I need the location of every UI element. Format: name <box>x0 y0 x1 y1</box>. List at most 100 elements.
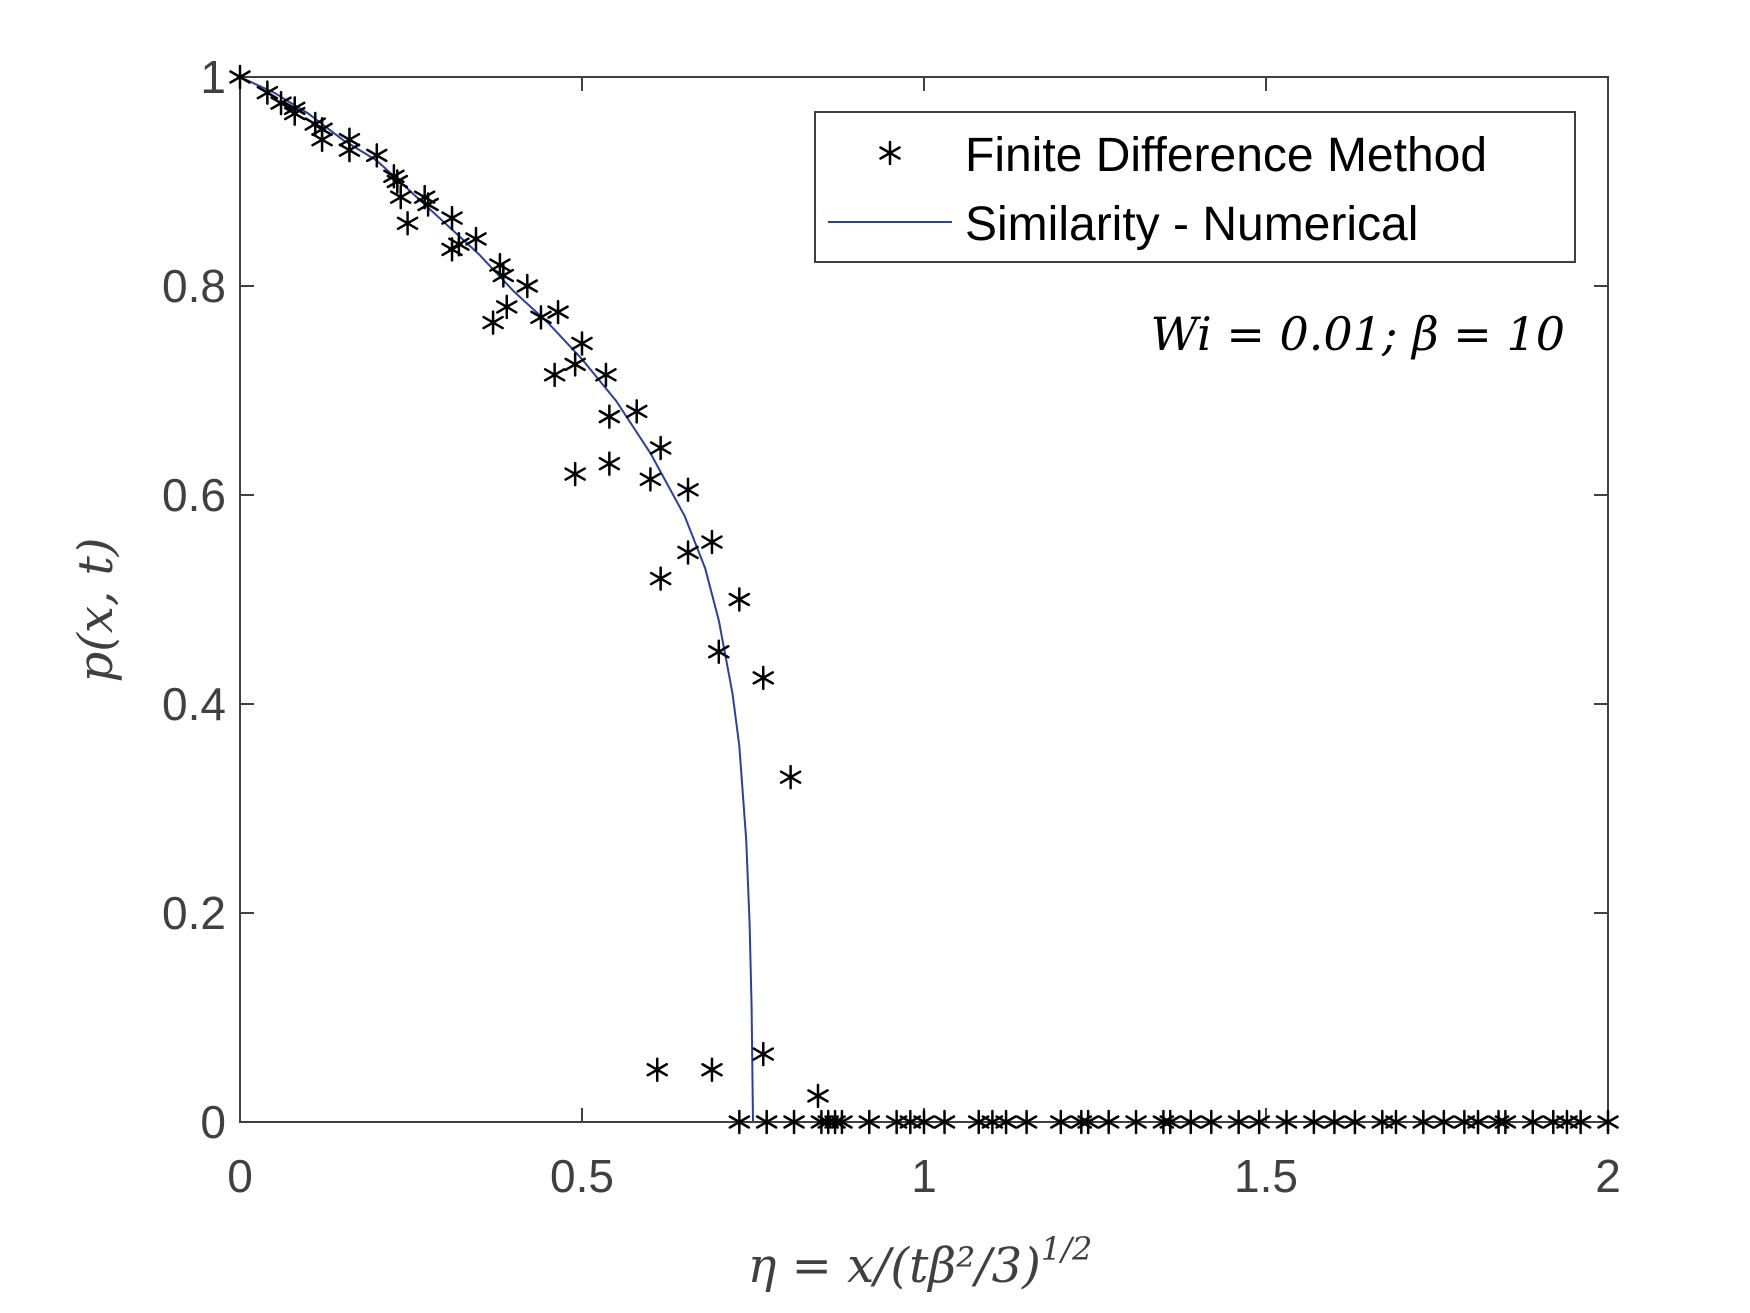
fdm-data-point <box>1569 1109 1592 1135</box>
asterisk-stroke <box>879 146 901 160</box>
fdm-data-point <box>465 226 487 252</box>
asterisk-stroke <box>1125 1115 1147 1129</box>
fdm-data-point <box>256 80 279 105</box>
series <box>229 64 1619 1135</box>
fdm-data-point <box>413 184 436 210</box>
asterisk-stroke <box>386 174 409 189</box>
fdm-data-point <box>1494 1109 1517 1135</box>
x-axis-label-main: η = x/(tβ²/3) <box>748 1238 1041 1294</box>
asterisk-stroke <box>383 169 405 184</box>
asterisk-stroke <box>677 483 699 497</box>
asterisk-stroke <box>564 467 586 481</box>
fdm-data-point <box>646 1057 669 1082</box>
asterisk-stroke <box>448 237 470 251</box>
fdm-data-point <box>386 169 409 194</box>
asterisk-stroke <box>492 268 515 283</box>
asterisk-stroke <box>1179 1115 1202 1129</box>
asterisk-stroke <box>311 132 333 147</box>
asterisk-stroke <box>625 404 648 419</box>
fdm-data-point <box>492 263 515 288</box>
fdm-data-point <box>564 352 586 377</box>
fdm-data-point <box>571 331 593 356</box>
legend-asterisk-marker <box>879 140 901 166</box>
fdm-data-point <box>389 184 412 210</box>
asterisk-stroke <box>516 279 539 293</box>
asterisk-stroke <box>933 1115 956 1129</box>
asterisk-stroke <box>1077 1115 1099 1129</box>
fdm-data-point <box>995 1109 1017 1135</box>
asterisk-stroke <box>1227 1115 1250 1129</box>
asterisk-stroke <box>1200 1115 1223 1129</box>
fdm-data-point <box>1248 1109 1270 1135</box>
asterisk-stroke <box>465 232 487 246</box>
x-tick-label: 0 <box>227 1150 253 1202</box>
fdm-data-point <box>1015 1109 1038 1135</box>
asterisk-stroke <box>564 357 586 372</box>
legend-label-similarity: Similarity - Numerical <box>965 198 1418 251</box>
fdm-data-point <box>728 587 751 612</box>
legend-box <box>814 111 1576 263</box>
fdm-data-point <box>1433 1109 1455 1135</box>
asterisk-stroke <box>256 85 279 100</box>
x-tick-label: 2 <box>1595 1150 1621 1202</box>
asterisk-stroke <box>752 671 775 685</box>
asterisk-stroke <box>1303 1115 1325 1129</box>
fdm-data-point <box>1125 1109 1147 1135</box>
fdm-data-point <box>701 529 723 555</box>
y-tick-label: 0.6 <box>162 469 226 521</box>
fdm-data-point <box>1275 1109 1298 1135</box>
fdm-data-point <box>564 461 586 487</box>
asterisk-stroke <box>366 148 388 163</box>
asterisk-stroke <box>1344 1115 1366 1129</box>
similarity-numerical-line <box>239 76 754 1123</box>
ticks: 0 0.5 1 1.5 2 0 0.2 0.4 0.6 0.8 1 <box>162 51 1621 1202</box>
asterisk-stroke <box>1097 1115 1120 1129</box>
parameter-annotation: Wi = 0.01; β = 10 <box>1151 307 1565 361</box>
fdm-data-point <box>755 1109 778 1135</box>
y-tick-label: 1 <box>200 51 226 103</box>
asterisk-stroke <box>547 305 569 319</box>
x-tick-label: 1 <box>911 1150 937 1202</box>
fdm-data-point <box>1521 1109 1544 1135</box>
fdm-data-point <box>1097 1109 1120 1135</box>
fdm-data-point <box>530 305 552 330</box>
fdm-data-point <box>547 299 569 325</box>
y-tick-label: 0.2 <box>162 887 226 939</box>
asterisk-stroke <box>646 1063 669 1077</box>
asterisk-stroke <box>728 592 751 607</box>
asterisk-stroke <box>338 143 361 157</box>
fdm-data-point <box>752 1041 775 1067</box>
fdm-data-point <box>1179 1109 1202 1135</box>
fdm-data-point <box>677 540 699 565</box>
asterisk-stroke <box>1275 1115 1298 1129</box>
fdm-data-point <box>807 1083 829 1109</box>
fdm-data-point <box>516 273 539 299</box>
asterisk-stroke <box>639 472 662 487</box>
legend: Finite Difference Method Similarity - Nu… <box>814 111 1576 263</box>
asterisk-stroke <box>283 101 306 116</box>
fdm-data-point <box>728 1109 751 1135</box>
fdm-data-point <box>283 96 306 121</box>
y-axis-label: p(x, t) <box>68 537 124 682</box>
x-tick-label: 0.5 <box>550 1150 614 1202</box>
fdm-data-point <box>1077 1109 1099 1135</box>
asterisk-stroke <box>1412 1115 1435 1129</box>
asterisk-stroke <box>701 535 723 549</box>
asterisk-stroke <box>389 190 412 204</box>
asterisk-stroke <box>413 190 436 204</box>
finite-difference-markers <box>229 64 1619 1135</box>
asterisk-stroke <box>1521 1115 1544 1129</box>
fdm-data-point <box>1159 1109 1182 1135</box>
fdm-data-point <box>311 127 333 152</box>
legend-asterisk-icon <box>879 140 901 166</box>
asterisk-stroke <box>755 1115 778 1129</box>
fdm-data-point <box>639 467 662 492</box>
asterisk-stroke <box>1494 1115 1517 1129</box>
fdm-data-point <box>396 211 419 236</box>
asterisk-stroke <box>708 645 730 659</box>
fdm-data-point <box>1050 1109 1072 1135</box>
asterisk-stroke <box>571 336 593 351</box>
fdm-data-point <box>1227 1109 1250 1135</box>
asterisk-stroke <box>779 770 802 784</box>
